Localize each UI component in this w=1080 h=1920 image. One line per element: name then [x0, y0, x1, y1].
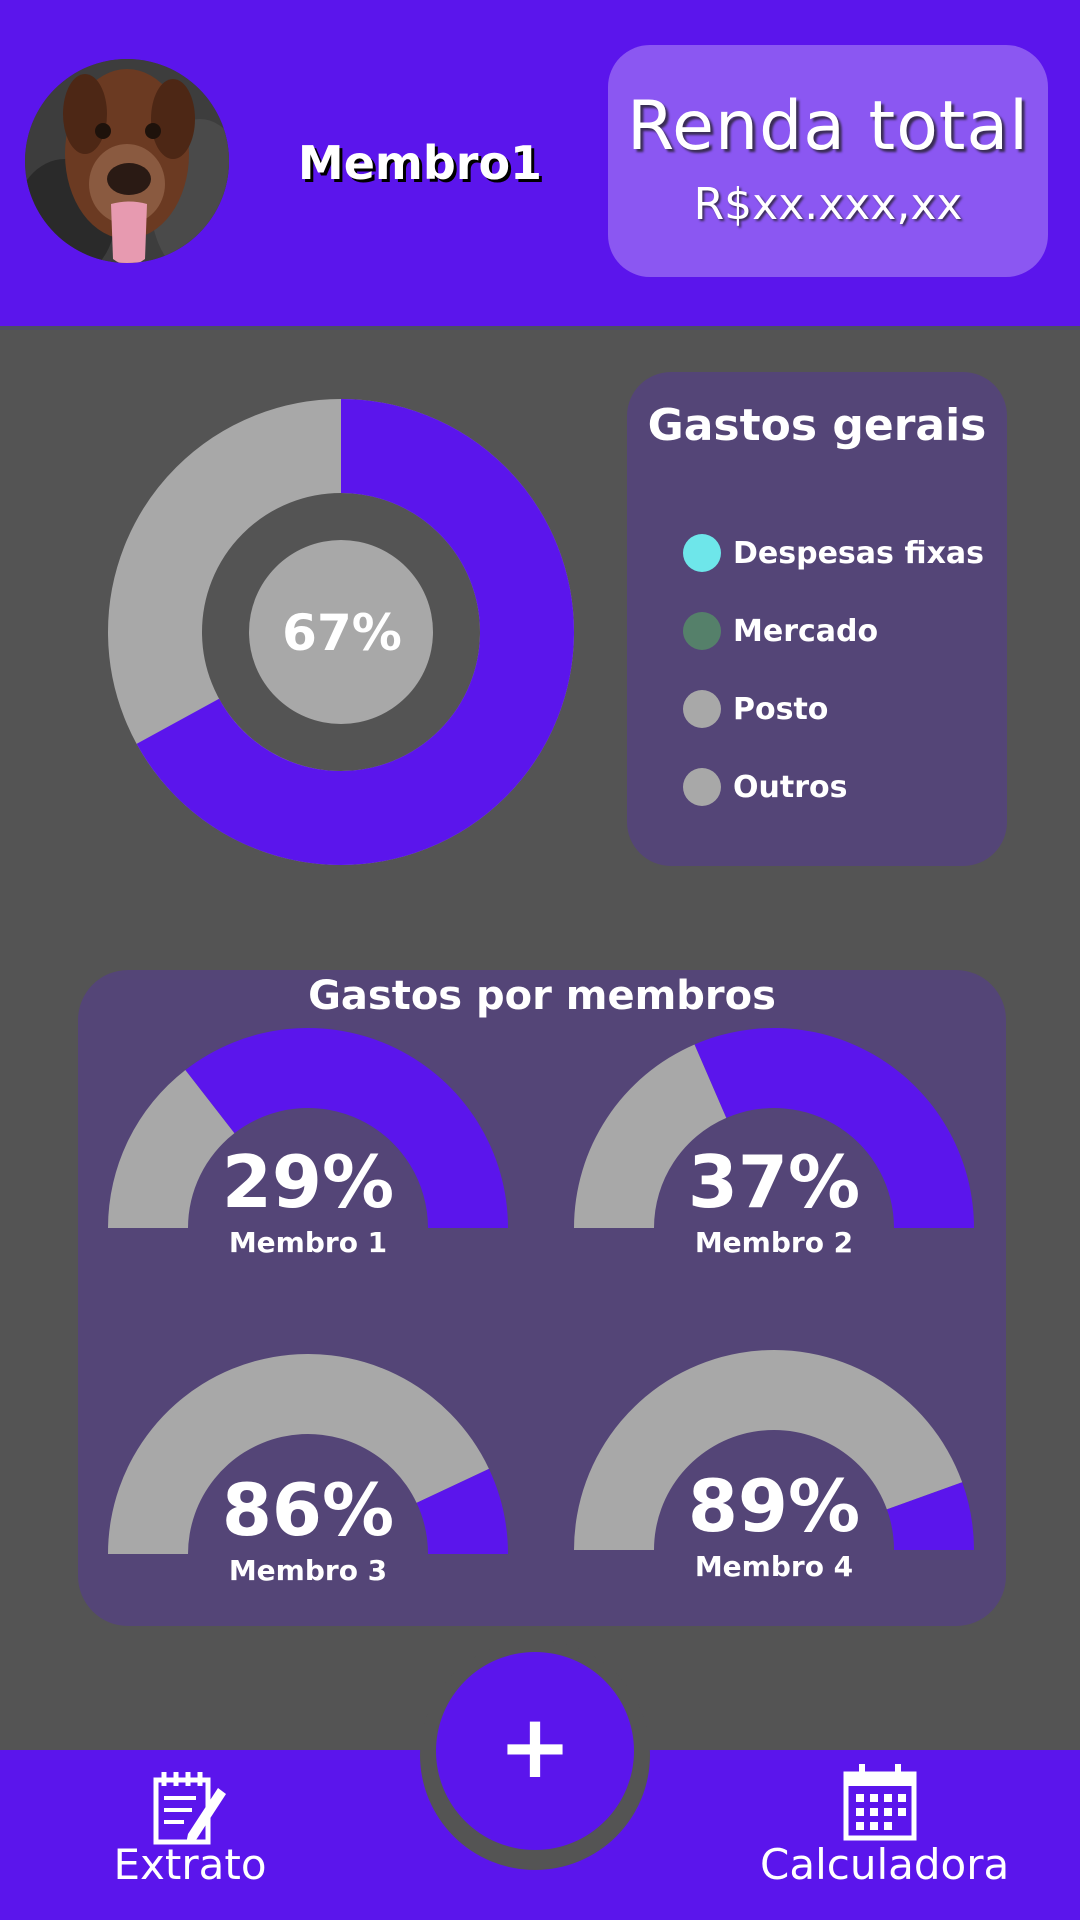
- nav-calculadora-button[interactable]: Calculadora: [760, 1762, 1010, 1889]
- gauge-remainder-segment: [416, 1468, 508, 1554]
- nav-calculadora-label: Calculadora: [760, 1840, 1010, 1889]
- notepad-pencil-icon: [153, 1772, 226, 1845]
- gauge-remainder-segment: [185, 1028, 508, 1228]
- member-2-percent: 37%: [687, 1140, 861, 1224]
- member-2-gauge[interactable]: [574, 1028, 974, 1228]
- legend-dot-icon: [683, 690, 721, 728]
- income-title: Renda total: [626, 87, 1030, 166]
- member-3-percent: 86%: [221, 1468, 395, 1552]
- nav-extrato-label: Extrato: [113, 1840, 267, 1889]
- legend-item-mercado[interactable]: Mercado: [683, 611, 878, 651]
- gauge-value-segment: [108, 1354, 489, 1554]
- add-button[interactable]: +: [436, 1652, 634, 1850]
- donut-center: [249, 540, 433, 724]
- income-value: R$xx.xxx,xx: [693, 179, 963, 230]
- legend-item-posto[interactable]: Posto: [683, 689, 828, 729]
- legend-item-despesas-fixas[interactable]: Despesas fixas: [683, 533, 984, 573]
- legend-title: Gastos gerais: [647, 400, 987, 451]
- members-title: Gastos por membros: [308, 973, 776, 1019]
- legend-label: Posto: [733, 691, 829, 727]
- member-1-percent: 29%: [221, 1140, 395, 1224]
- plus-icon: +: [498, 1695, 572, 1798]
- gauge-value-segment: [108, 1069, 235, 1228]
- member-3-gauge[interactable]: [108, 1354, 508, 1554]
- donut-value-arc: [108, 399, 574, 865]
- member-4-gauge[interactable]: [574, 1350, 974, 1550]
- nav-extrato-button[interactable]: Extrato: [110, 1762, 270, 1889]
- dog-photo-icon: [25, 59, 229, 263]
- legend-item-outros[interactable]: Outros: [683, 767, 847, 807]
- gauge-remainder-segment: [694, 1028, 974, 1228]
- gauge-value-segment: [574, 1044, 727, 1228]
- calendar-icon: [843, 1764, 917, 1841]
- avatar[interactable]: [25, 59, 229, 263]
- member-2-name: Membro 2: [694, 1226, 854, 1259]
- donut-percent-label: 67%: [282, 604, 402, 662]
- gauge-remainder-segment: [886, 1482, 974, 1550]
- overview-donut-chart: [108, 399, 574, 865]
- members-card: Gastos por membros 29% Membro 1 37% Memb…: [78, 970, 1006, 1626]
- member-1-gauge[interactable]: [108, 1028, 508, 1228]
- legend-label: Outros: [733, 769, 848, 805]
- gauge-value-segment: [574, 1350, 963, 1550]
- legend-dot-icon: [683, 534, 721, 572]
- legend-dot-icon: [683, 612, 721, 650]
- legend-label: Mercado: [733, 613, 879, 649]
- legend-card: Gastos gerais Despesas fixas Mercado Pos…: [627, 372, 1007, 866]
- member-name: Membro1: [297, 136, 543, 190]
- member-4-name: Membro 4: [694, 1550, 854, 1583]
- income-card: Renda total R$xx.xxx,xx: [608, 45, 1048, 277]
- member-3-name: Membro 3: [228, 1554, 388, 1587]
- member-4-percent: 89%: [687, 1464, 861, 1548]
- legend-label: Despesas fixas: [733, 535, 985, 571]
- legend-dot-icon: [683, 768, 721, 806]
- member-1-name: Membro 1: [228, 1226, 388, 1259]
